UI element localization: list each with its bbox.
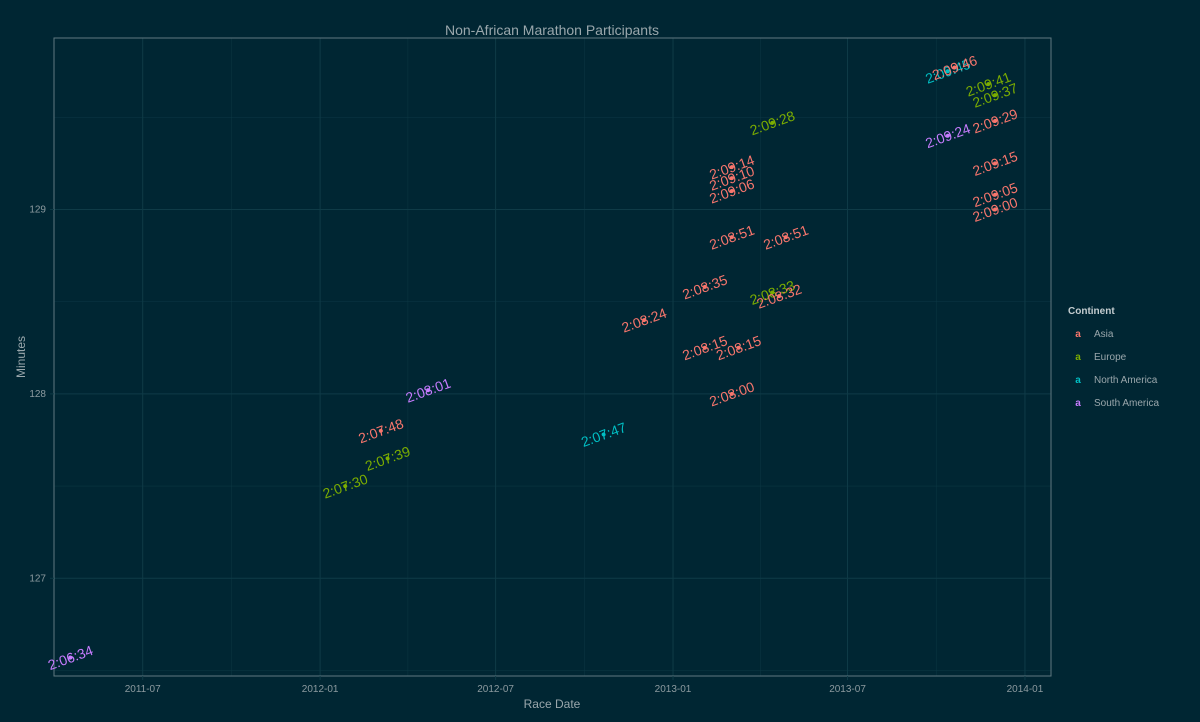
point-label: 2:09:46 [930, 52, 980, 83]
legend-label: South America [1094, 398, 1159, 409]
point-marker [729, 165, 734, 170]
x-axis-title: Race Date [524, 697, 581, 711]
legend-key: a [1075, 375, 1081, 386]
point-label: 2:08:35 [680, 271, 730, 302]
point-marker [729, 391, 734, 396]
data-point: 2:09:24 [923, 120, 973, 151]
plot-panel [53, 37, 1052, 677]
x-tick-label: 2013-01 [655, 684, 692, 695]
point-marker [993, 192, 998, 197]
data-point: 2:09:15 [970, 148, 1020, 179]
point-marker [378, 428, 383, 433]
data-point: 2:09:28 [748, 107, 798, 138]
point-marker [952, 65, 957, 70]
legend-key: a [1075, 352, 1081, 363]
point-label: 2:07:48 [356, 415, 406, 446]
point-marker [68, 655, 73, 660]
point-marker [642, 318, 647, 323]
data-point: 2:07:47 [579, 419, 629, 450]
point-marker [385, 456, 390, 461]
data-point: 2:09:29 [970, 105, 1020, 136]
point-marker [945, 133, 950, 138]
legend-label: North America [1094, 375, 1158, 386]
data-point: 2:07:48 [356, 415, 406, 446]
point-label: 2:08:24 [619, 305, 669, 336]
point-marker [426, 388, 431, 393]
point-marker [993, 93, 998, 98]
grid [54, 38, 1051, 676]
point-label: 2:07:47 [579, 419, 629, 450]
x-tick-label: 2011-07 [125, 684, 161, 695]
x-tick-label: 2014-01 [1007, 684, 1044, 695]
x-tick-label: 2012-07 [477, 684, 514, 695]
data-point: 2:07:39 [363, 443, 413, 474]
legend-title: Continent [1068, 306, 1115, 317]
point-label: 2:06:34 [46, 642, 96, 673]
legend-key: a [1075, 398, 1081, 409]
point-label: 2:08:51 [761, 222, 811, 253]
point-label: 2:07:30 [321, 470, 371, 501]
point-marker [729, 235, 734, 240]
legend-label: Europe [1094, 352, 1127, 363]
data-point: 2:08:51 [707, 222, 757, 253]
legend-label: Asia [1094, 329, 1114, 340]
point-marker [993, 118, 998, 123]
data-point: 2:08:24 [619, 305, 669, 336]
point-marker [601, 432, 606, 437]
legend-key: a [1075, 329, 1081, 340]
point-label: 2:09:28 [748, 107, 798, 138]
data-point: 2:09:46 [930, 52, 980, 83]
point-label: 2:07:39 [363, 443, 413, 474]
point-marker [736, 345, 741, 350]
point-marker [702, 284, 707, 289]
data-point: 2:08:35 [680, 271, 730, 302]
data-point: 2:06:34 [46, 642, 96, 673]
y-tick-label: 129 [29, 204, 46, 215]
x-tick-label: 2012-01 [302, 684, 339, 695]
data-point: 2:07:30 [321, 470, 371, 501]
point-marker [729, 176, 734, 181]
point-marker [993, 207, 998, 212]
point-label: 2:09:15 [970, 148, 1020, 179]
point-marker [702, 345, 707, 350]
point-marker [783, 235, 788, 240]
point-marker [993, 161, 998, 166]
point-marker [770, 290, 775, 295]
point-marker [729, 189, 734, 194]
point-marker [986, 82, 991, 87]
chart-title: Non-African Marathon Participants [445, 22, 659, 38]
point-label: 2:08:51 [707, 222, 757, 253]
x-tick-label: 2013-07 [829, 684, 866, 695]
y-tick-label: 127 [29, 573, 46, 584]
point-marker [777, 294, 782, 299]
point-label: 2:09:29 [970, 105, 1020, 136]
data-points: 2:06:34 2:07:30 2:07:482:07:39 2:08:01 2:07:… [46, 52, 1020, 673]
y-axis-title: Minutes [14, 336, 28, 378]
data-point: 2:08:51 [761, 222, 811, 253]
y-axis: 127 128 129 [29, 204, 54, 584]
x-axis: 2011-07 2012-01 2012-07 2013-01 2013-07 2014-… [125, 676, 1044, 695]
point-marker [945, 69, 950, 74]
data-point: 2:08:01 [403, 375, 453, 406]
y-tick-label: 128 [29, 389, 46, 400]
point-marker [343, 484, 348, 489]
point-label: 2:08:01 [403, 375, 453, 406]
point-label: 2:09:24 [923, 120, 973, 151]
point-marker [770, 120, 775, 125]
legend: Continent a Asia a Europe a North America a Sou… [1068, 306, 1159, 409]
data-point: 2:08:00 [707, 378, 757, 409]
point-label: 2:08:00 [707, 378, 757, 409]
